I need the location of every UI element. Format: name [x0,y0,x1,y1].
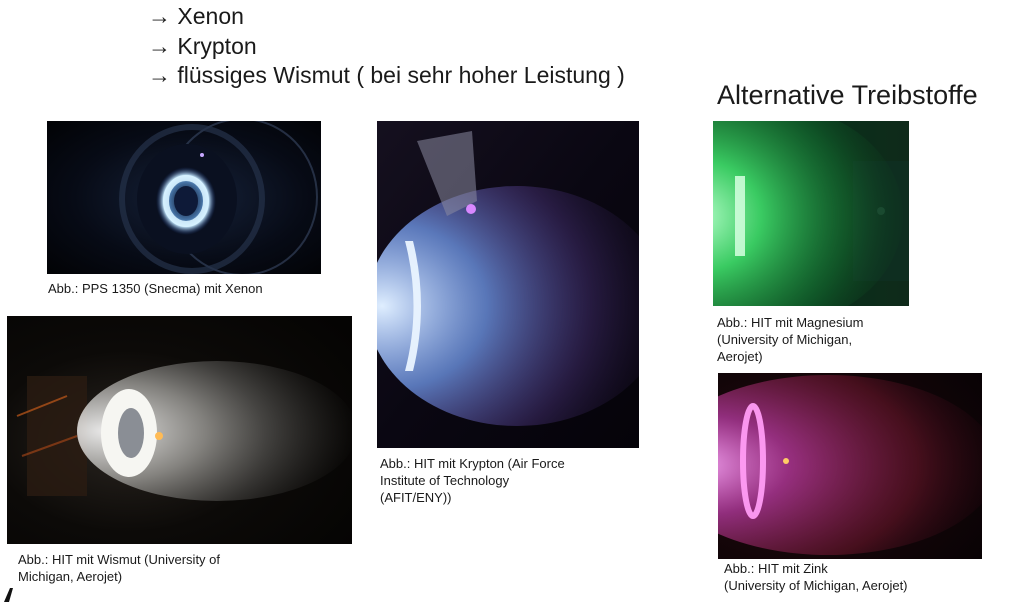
caption-magnesium: Abb.: HIT mit Magnesium (University of M… [717,314,863,365]
caption-xenon: Abb.: PPS 1350 (Snecma) mit Xenon [48,280,263,297]
caption-magnesium-line-1: Abb.: HIT mit Magnesium [717,315,864,330]
caption-krypton: Abb.: HIT mit Krypton (Air Force Institu… [380,455,565,506]
slide-title: Alternative Treibstoffe [717,80,978,110]
caption-bismuth: Abb.: HIT mit Wismut (University of Mich… [18,551,220,585]
photo-bismuth-thruster [7,316,352,544]
krypton-thruster-image [377,121,639,448]
photo-krypton-thruster [377,121,639,448]
caption-zinc: Abb.: HIT mit Zink (University of Michig… [724,560,908,594]
xenon-thruster-image [47,121,321,274]
caption-zinc-line-2: (University of Michigan, Aerojet) [724,578,908,593]
caption-krypton-line-2: Institute of Technology [380,473,510,488]
caption-xenon-line-1: Abb.: PPS 1350 (Snecma) mit Xenon [48,281,263,296]
caption-krypton-line-1: Abb.: HIT mit Krypton (Air Force [380,456,565,471]
bullet-bismuth: → flüssiges Wismut ( bei sehr hoher Leis… [148,62,625,88]
caption-bismuth-line-1: Abb.: HIT mit Wismut (University of [18,552,221,567]
caption-magnesium-line-2: (University of Michigan, [717,332,853,347]
caption-zinc-line-1: Abb.: HIT mit Zink [724,561,828,576]
bismuth-thruster-image [7,316,352,544]
zinc-thruster-image [718,373,982,559]
photo-xenon-thruster [47,121,321,274]
photo-magnesium-thruster [713,121,909,306]
photo-zinc-thruster [718,373,982,559]
caption-krypton-line-3: (AFIT/ENY)) [380,490,452,505]
bullet-xenon: → Xenon [148,3,244,29]
magnesium-thruster-image [713,121,909,306]
caption-bismuth-line-2: Michigan, Aerojet) [18,569,123,584]
caption-magnesium-line-3: Aerojet) [717,349,763,364]
logo-mark-icon [4,588,13,602]
bullet-krypton: → Krypton [148,32,257,59]
propellant-list: → Xenon → Krypton → flüssiges Wismut ( b… [148,2,625,91]
